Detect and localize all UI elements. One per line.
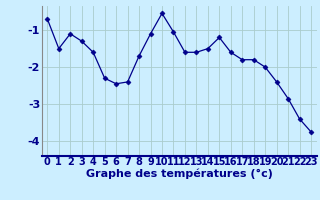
X-axis label: Graphe des températures (°c): Graphe des températures (°c) (86, 169, 273, 179)
